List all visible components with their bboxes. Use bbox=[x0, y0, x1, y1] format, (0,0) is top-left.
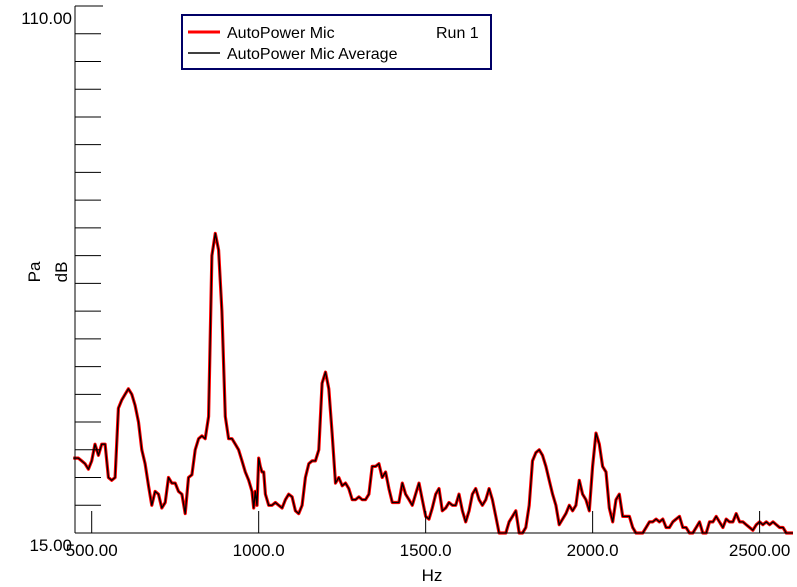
plot-frame-layer bbox=[74, 6, 793, 534]
x-axis-title: Hz bbox=[422, 566, 443, 585]
series-layer bbox=[73, 231, 793, 535]
y-axis-unit-label: Pa bbox=[25, 261, 44, 282]
x-tick-label: 500.00 bbox=[66, 541, 118, 560]
x-tick-label: 1000.0 bbox=[233, 541, 285, 560]
y-tick-label: 110.00 bbox=[21, 9, 72, 28]
legend-box bbox=[181, 14, 492, 70]
y-axis-scale-label: dB bbox=[52, 262, 71, 283]
x-tick-label: 1500.0 bbox=[400, 541, 452, 560]
legend-run-label: Run 1 bbox=[436, 25, 479, 42]
y-tick-label: 15.00 bbox=[29, 536, 72, 555]
x-tick-label: 2000.0 bbox=[567, 541, 619, 560]
x-tick-label: 2500.00 bbox=[729, 541, 790, 560]
series-line-autopower-mic-average bbox=[73, 232, 793, 534]
legend: AutoPower Mic Run 1 AutoPower Mic Averag… bbox=[181, 14, 492, 70]
tick-layer bbox=[75, 5, 761, 534]
legend-label-autopower-mic: AutoPower Mic bbox=[227, 25, 335, 42]
label-layer: 500.00 1000.0 1500.0 2000.0 2500.00 110.00 15.… bbox=[21, 9, 790, 560]
legend-label-autopower-mic-average: AutoPower Mic Average bbox=[227, 46, 398, 63]
